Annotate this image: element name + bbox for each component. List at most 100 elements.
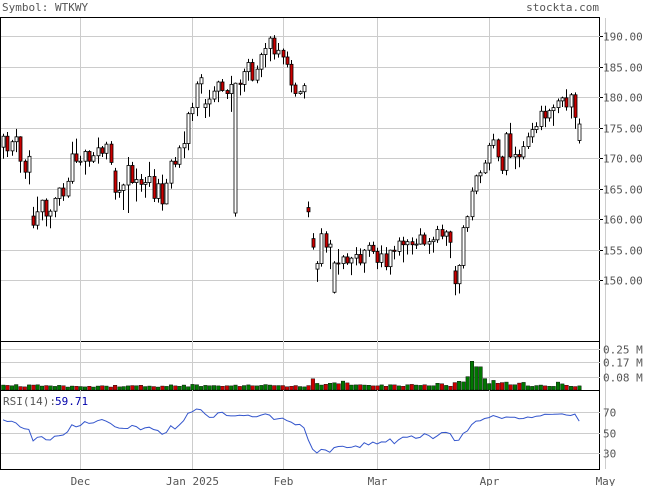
volume-bar — [323, 384, 328, 391]
candle-up — [341, 256, 346, 265]
price-tick-label: 165.00 — [603, 184, 643, 197]
candle-up — [332, 262, 337, 293]
candle-up — [40, 199, 45, 213]
candle-up — [379, 253, 384, 263]
volume-bar — [513, 384, 518, 391]
candle-up — [397, 240, 402, 252]
candle-up — [302, 85, 307, 93]
candle-up — [195, 83, 200, 108]
candles-layer — [1, 35, 582, 296]
candle-up — [212, 90, 217, 100]
candle-up — [246, 62, 251, 73]
volume-bar — [113, 385, 118, 391]
candle-up — [216, 81, 221, 92]
volume-bar — [224, 385, 229, 391]
candle-up — [27, 155, 32, 173]
price-tick-label: 180.00 — [603, 92, 643, 105]
candle-up — [14, 136, 19, 143]
candle-down — [113, 170, 118, 193]
volume-bar — [564, 385, 569, 391]
volume-bar — [336, 383, 341, 391]
volume-bar — [319, 384, 324, 391]
candle-up — [190, 107, 195, 115]
volume-bar — [194, 384, 199, 391]
volume-bar — [543, 385, 548, 391]
volume-bar — [465, 376, 470, 391]
candle-down — [173, 160, 178, 165]
candle-up — [560, 97, 565, 102]
volume-bar — [203, 385, 208, 391]
candle-up — [513, 154, 518, 158]
candle-down — [31, 215, 36, 226]
volume-bar — [534, 385, 539, 391]
candle-down — [139, 179, 144, 185]
volume-bar — [91, 386, 96, 391]
candle-up — [91, 155, 96, 162]
volume-bar — [521, 382, 526, 391]
volume-bar — [138, 385, 143, 391]
volume-tick-label: 0.17 M — [603, 357, 643, 370]
candle-up — [104, 143, 109, 154]
candle-up — [319, 233, 324, 265]
volume-bar — [207, 385, 212, 391]
volume-bar — [5, 385, 10, 391]
candle-up — [315, 263, 320, 270]
volume-bar — [392, 384, 397, 391]
symbol-label: Symbol: WTKWY — [2, 1, 88, 14]
volume-bar — [229, 385, 234, 391]
candle-up — [143, 182, 148, 185]
candle-up — [263, 48, 268, 55]
volume-bar — [27, 384, 32, 391]
volume-bar — [396, 385, 401, 391]
candle-up — [526, 136, 531, 147]
x-tick-label: Jan 2025 — [166, 475, 219, 486]
volume-bar — [431, 385, 436, 391]
volume-bar — [121, 386, 126, 391]
price-tick-label: 150.00 — [603, 275, 643, 288]
volume-bar — [332, 382, 337, 391]
candle-up — [78, 160, 83, 163]
candle-down — [225, 90, 230, 94]
candle-up — [367, 244, 372, 251]
volume-bar — [177, 385, 182, 391]
volume-bar — [482, 378, 487, 391]
candle-down — [543, 110, 548, 119]
volume-bar — [156, 386, 161, 391]
candle-down — [401, 240, 406, 246]
volume-bar — [405, 384, 410, 391]
volume-bar — [487, 383, 492, 391]
candle-up — [121, 184, 126, 191]
volume-bar — [384, 385, 389, 391]
volume-bar — [272, 385, 277, 391]
volume-bar — [341, 380, 346, 391]
volume-bar — [40, 385, 45, 391]
volume-bar — [560, 383, 565, 391]
volume-bar — [250, 385, 255, 391]
candle-down — [517, 154, 522, 158]
volume-bar — [573, 386, 578, 391]
volume-bar — [500, 382, 505, 391]
volume-bar — [160, 385, 165, 391]
candle-down — [336, 262, 341, 265]
volume-bar — [547, 385, 552, 391]
candle-up — [491, 139, 496, 146]
volume-bar — [418, 385, 423, 391]
price-tick-label: 185.00 — [603, 62, 643, 75]
candle-down — [306, 207, 311, 213]
volume-bar — [14, 384, 19, 391]
volume-bar — [328, 383, 333, 391]
candle-down — [5, 135, 10, 152]
candle-up — [298, 91, 303, 94]
volume-bar — [495, 383, 500, 391]
volume-tick-label: 0.25 M — [603, 344, 643, 357]
volume-bar — [134, 385, 139, 391]
volume-bar — [190, 384, 195, 391]
volume-bar — [577, 385, 582, 391]
candle-up — [457, 265, 462, 285]
candle-up — [504, 133, 509, 171]
candle-up — [156, 183, 161, 199]
volume-bar — [427, 385, 432, 391]
candle-down — [23, 160, 28, 173]
